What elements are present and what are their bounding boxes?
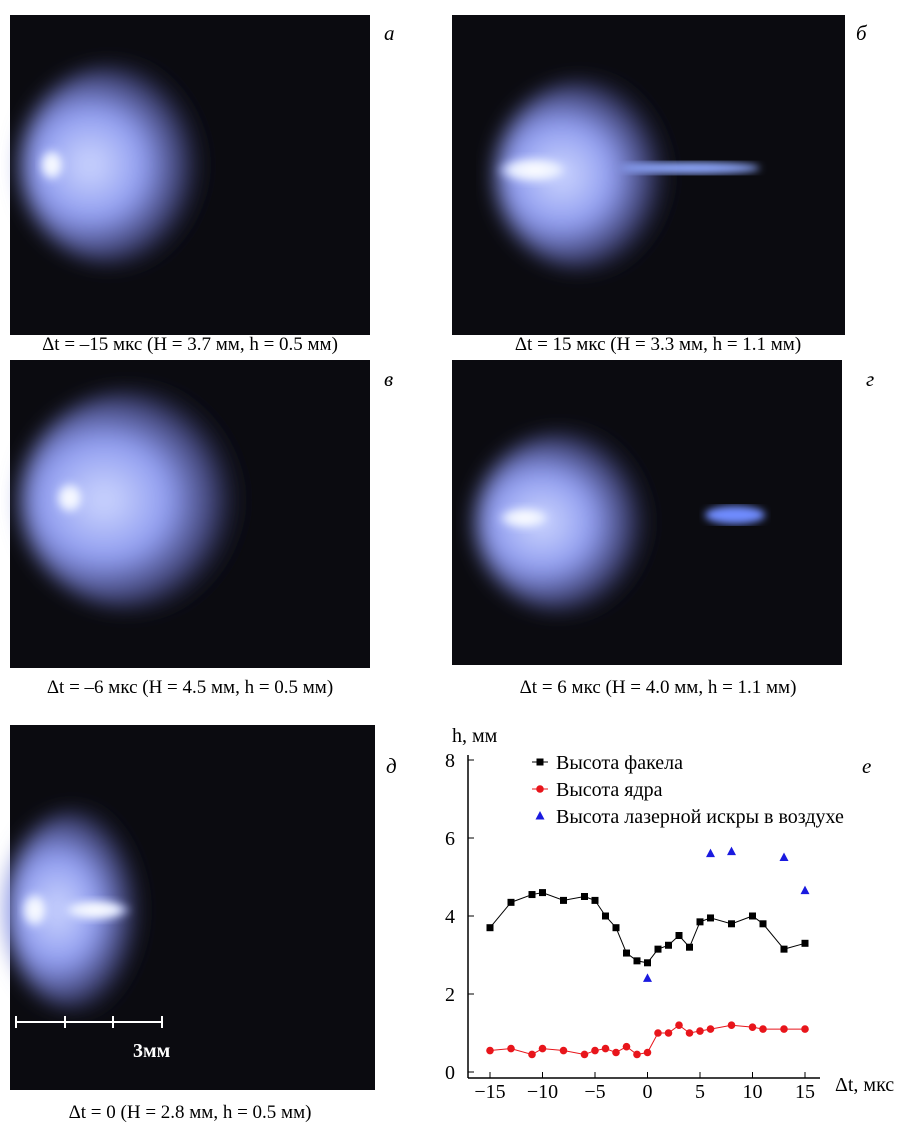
point [781,946,788,953]
chart: е h, мм Δt, мкс −15 −10 −5 0 5 10 15 0 2 4 6 8 Высот… [445,725,894,1103]
point [634,957,641,964]
photo [452,360,842,665]
photo [452,15,845,335]
point [728,920,735,927]
point [602,1045,610,1053]
legend-label: Высота ядра [556,779,663,801]
point [581,1051,589,1059]
point [633,1051,641,1059]
legend-label: Высота факела [556,752,683,774]
panel-label: б [856,21,868,45]
point [644,1049,652,1057]
point [486,1047,494,1055]
panel-label: д [386,754,397,778]
y-tick-label: 8 [445,750,455,772]
panel-label: в [384,367,393,391]
point [749,1023,757,1031]
panel-label: е [862,754,871,778]
point [802,940,809,947]
point [697,918,704,925]
point [801,1025,809,1033]
point [528,1051,536,1059]
point [707,1025,715,1033]
point [728,1021,736,1029]
point [696,1027,704,1035]
legend-label: Высота лазерной искры в воздухе [556,806,844,828]
panel-label: г [866,367,874,391]
caption: Δt = –6 мкс (H = 4.5 мм, h = 0.5 мм) [47,677,333,698]
point [686,944,693,951]
point [801,886,810,895]
y-tick-label: 6 [445,828,455,850]
y-tick-label: 2 [445,984,455,1006]
point [581,893,588,900]
figure: 3мм а Δt = –15 мкс (H = 3.7 мм, h = 0.5 … [0,0,915,1126]
point [560,1047,568,1055]
x-axis-label: Δt, мкс [835,1074,894,1096]
point [591,1047,599,1055]
point [727,847,736,856]
point [655,946,662,953]
y-tick-label: 4 [445,906,455,928]
point [749,913,756,920]
point [539,889,546,896]
x-tick-label: −15 [474,1081,505,1103]
point [644,959,651,966]
photo [10,15,370,335]
point [613,924,620,931]
x-tick-label: 10 [743,1081,763,1103]
photo: 3мм [5,725,375,1090]
point [539,1045,547,1053]
panel-label: а [384,21,395,45]
x-tick-label: −5 [584,1081,605,1103]
point [592,897,599,904]
point [623,950,630,957]
y-axis-label: h, мм [452,725,498,747]
point [602,913,609,920]
point [706,849,715,858]
point [686,1029,694,1037]
series-line [490,893,805,963]
point [508,899,515,906]
photo [10,360,370,668]
point [665,1029,673,1037]
point [612,1049,620,1057]
point [675,1021,683,1029]
x-tick-label: −10 [527,1081,558,1103]
x-tick-label: 5 [695,1081,705,1103]
point [623,1043,631,1051]
legend-marker [536,811,545,820]
point [643,973,652,982]
legend-marker [536,785,544,793]
y-tick-label: 0 [445,1062,455,1084]
x-tick-label: 0 [643,1081,653,1103]
point [529,891,536,898]
point [654,1029,662,1037]
point [560,897,567,904]
point [707,914,714,921]
caption: Δt = 6 мкс (H = 4.0 мм, h = 1.1 мм) [520,677,797,698]
point [760,920,767,927]
caption: Δt = –15 мкс (H = 3.7 мм, h = 0.5 мм) [42,334,338,355]
caption: Δt = 15 мкс (H = 3.3 мм, h = 1.1 мм) [515,334,801,355]
x-tick-label: 15 [795,1081,815,1103]
point [507,1045,515,1053]
point [759,1025,767,1033]
scale-label: 3мм [133,1040,170,1062]
point [487,924,494,931]
legend-marker [537,759,544,766]
point [780,1025,788,1033]
point [665,942,672,949]
point [676,932,683,939]
caption: Δt = 0 (H = 2.8 мм, h = 0.5 мм) [69,1102,312,1123]
point [780,853,789,862]
